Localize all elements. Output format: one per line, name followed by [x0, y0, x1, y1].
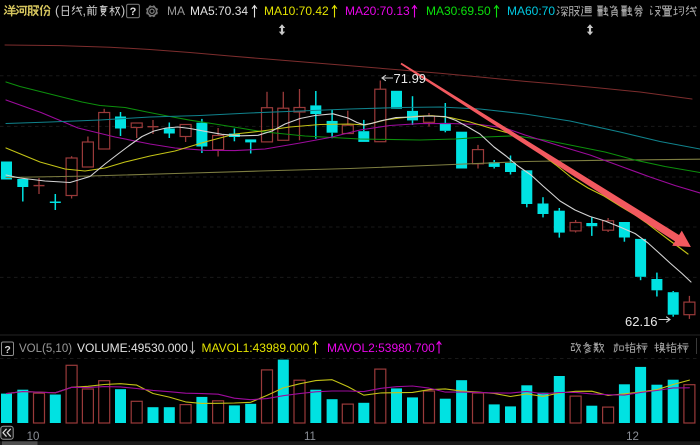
svg-text:VOL(5,10): VOL(5,10) [19, 343, 72, 355]
svg-text:12: 12 [626, 431, 639, 443]
svg-text:MA20:70.13: MA20:70.13 [345, 4, 410, 18]
svg-text:,: , [83, 4, 86, 18]
svg-text:): ) [121, 4, 125, 18]
svg-text:MA30:69.50: MA30:69.50 [426, 4, 491, 18]
svg-text:MAVOL1:43989.000: MAVOL1:43989.000 [202, 341, 310, 355]
svg-text:MA10:70.42: MA10:70.42 [264, 4, 329, 18]
svg-text:MA60:70: MA60:70 [507, 4, 555, 18]
svg-text:10: 10 [27, 431, 40, 443]
svg-text:62.16: 62.16 [625, 314, 658, 329]
svg-text:11: 11 [304, 431, 316, 443]
svg-text:MAVOL2:53980.700: MAVOL2:53980.700 [327, 341, 435, 355]
svg-text:MA: MA [167, 4, 185, 18]
svg-text:?: ? [4, 344, 10, 356]
svg-text:71.99: 71.99 [394, 71, 427, 86]
svg-text:?: ? [130, 6, 137, 18]
svg-text:(: ( [55, 4, 60, 18]
svg-text:MA5:70.34: MA5:70.34 [190, 4, 248, 18]
svg-text:VOLUME:49530.000: VOLUME:49530.000 [77, 341, 188, 355]
